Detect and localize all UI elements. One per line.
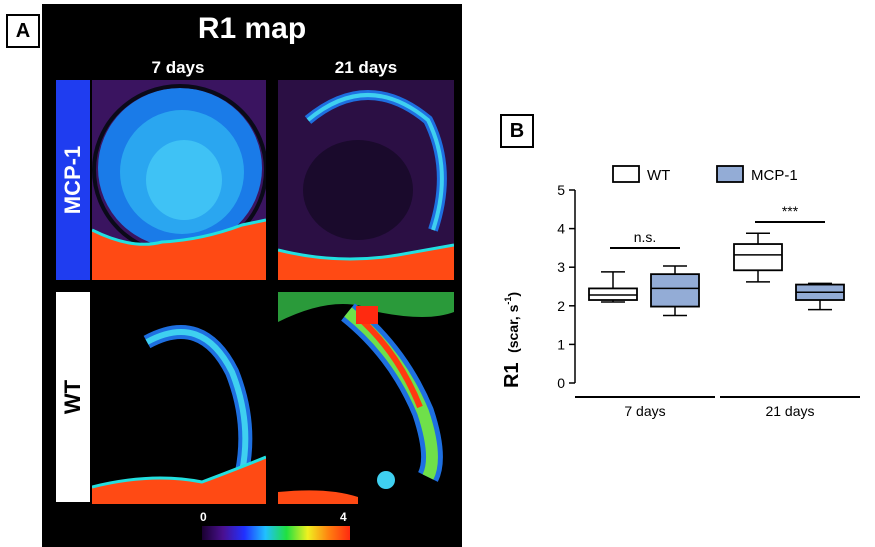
y-tick-label: 2 [557,298,565,314]
mri-mcp1-21days [278,80,454,280]
mri-wt-7days [92,292,266,504]
panel-a-label: A [6,14,40,48]
y-axis: 0 1 2 3 4 5 [557,182,576,391]
y-axis-label: R1 (scar, s-1) [501,292,523,388]
panel-b-chart: WT MCP-1 0 1 2 3 4 5 n.s. *** 7 days 21 days R1 … [480,150,875,450]
box-wt [733,243,783,272]
col-label-7-days: 7 days [151,58,205,77]
y-tick-label: 1 [557,336,565,352]
legend: WT MCP-1 [612,165,798,184]
x-tick-label: 7 days [624,403,665,419]
box-plot: WT MCP-1 0 1 2 3 4 5 n.s. *** 7 days 21 days R1 … [501,165,860,419]
legend-label: MCP-1 [751,167,798,184]
colorbar-max-label: 4 [340,510,347,524]
box-wt [588,287,638,301]
y-tick-label: 4 [557,221,565,237]
y-tick-label: 5 [557,182,565,198]
legend-swatch-mcp-1 [716,165,744,183]
legend-swatch-wt [612,165,640,183]
mri-wt-21days [278,292,454,504]
x-tick-label: 21 days [765,403,814,419]
significance-label: *** [782,203,799,219]
significance-label: n.s. [634,229,657,245]
colorbar-min-label: 0 [200,510,207,524]
x-axis: 7 days 21 days [575,396,860,419]
panel-a-title: R1 map [197,12,307,45]
panel-b-label: B [500,114,534,148]
box-mcp-1 [650,273,700,308]
plot-area: n.s. *** [588,203,845,317]
y-tick-label: 3 [557,259,565,275]
panel-a-figure: R1 map 7 days 21 days MCP-1 WT [42,4,462,547]
row-label-mcp1: MCP-1 [56,80,90,280]
col-label-21-days: 21 days [334,58,398,77]
legend-label: WT [647,167,670,184]
colorbar [202,526,350,540]
mri-mcp1-7days [92,80,266,280]
y-tick-label: 0 [557,375,565,391]
row-label-wt: WT [56,292,90,502]
